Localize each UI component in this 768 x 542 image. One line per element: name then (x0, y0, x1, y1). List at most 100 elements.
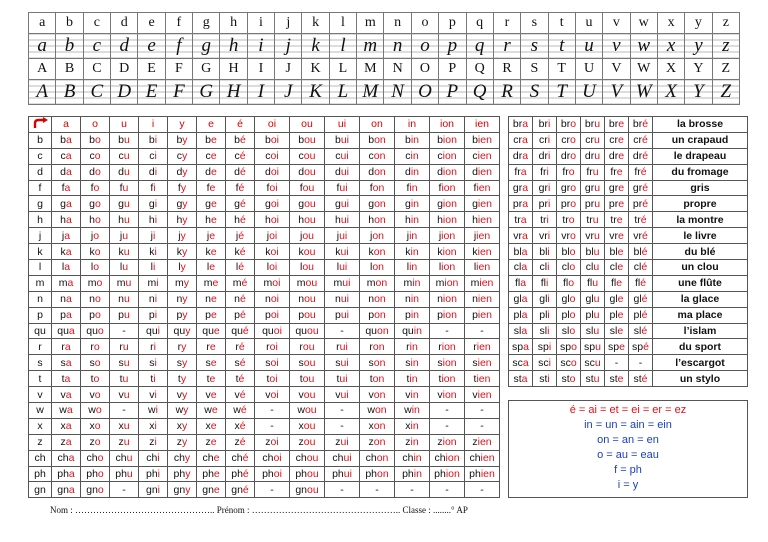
consonant-part: ph (115, 468, 127, 481)
consonant-part: - (445, 404, 449, 417)
syllable: koi (254, 243, 290, 261)
syllable: zon (359, 433, 395, 451)
syllable: - (324, 322, 360, 340)
vowel-part: e (213, 325, 220, 338)
vowel-header: u (109, 116, 139, 133)
vowel-part: é (242, 452, 249, 465)
vowel-part: i (154, 245, 157, 258)
consonant-part: d (334, 166, 341, 179)
consonant-part: f (369, 182, 373, 194)
vowel-part: u (123, 388, 130, 401)
syllable-row: t ta to tu ti ty te té toi tou tui ton tin tion tien (28, 370, 500, 388)
consonant-part: c (298, 150, 304, 163)
vowel-part: u (124, 166, 130, 179)
consonant-part: m (203, 277, 213, 290)
vowel-part: i (154, 436, 157, 449)
vowel-part: y (183, 277, 189, 290)
consonant-part: gl (609, 293, 618, 306)
letter: E (137, 79, 166, 105)
syllable: bion (429, 131, 465, 149)
vowel-part: u (123, 245, 130, 258)
syllable: ly (167, 259, 197, 276)
syllable: quin (394, 322, 430, 340)
syllable: pin (394, 306, 430, 324)
consonant-part: g (298, 197, 305, 210)
syllable: toi (254, 370, 290, 388)
syllable: ry (167, 338, 197, 356)
letter: e (137, 33, 166, 59)
consonant-part: d (60, 166, 66, 179)
consonant-part: gr (512, 182, 523, 194)
consonant-part: pl (633, 309, 642, 322)
consonant-part: c (205, 150, 211, 163)
vowel-part: ion (442, 150, 457, 163)
syllable-row: d da do du di dy de dé doi dou dui don din dion dien (28, 163, 500, 181)
consonant-part: j (119, 229, 123, 242)
syllable: jion (429, 227, 465, 245)
syllable: cion (429, 147, 465, 165)
vowel-part: e (209, 340, 216, 353)
consonant-part: gl (585, 293, 594, 306)
letter: D (110, 58, 139, 80)
consonant-part: g (437, 197, 443, 210)
vowel-part: ion (442, 197, 457, 210)
syllable: lou (289, 259, 325, 276)
consonant-part: ph (202, 468, 214, 481)
consonant-part: v (335, 388, 341, 401)
consonant-part: qu (402, 325, 414, 338)
vowel-part: y (185, 483, 191, 496)
vowel-part: i (547, 325, 550, 338)
vowel-part: in (412, 277, 421, 290)
vowel-part: o (96, 277, 103, 290)
vowel-part: ien (477, 436, 492, 449)
cluster: sle (604, 322, 629, 340)
consonant-part: f (177, 182, 181, 194)
syllable: ro (80, 338, 110, 356)
example-word: la brosse (652, 116, 748, 133)
consonant-part: t (438, 372, 442, 385)
vowel-part: ui (340, 150, 349, 163)
consonant-part: d (368, 166, 375, 179)
consonant-part: bl (585, 245, 594, 258)
vowel-part: in (410, 356, 419, 369)
vowel-part: ui (340, 309, 350, 322)
syllable: bon (359, 131, 395, 149)
vowel-part: o (95, 134, 101, 147)
syllable: phy (167, 465, 197, 483)
consonant: f (28, 179, 52, 197)
syllable: zy (167, 433, 197, 451)
syllable: fy (167, 179, 197, 197)
syllable: xy (167, 417, 197, 435)
syllable: rien (464, 338, 500, 356)
consonant-part: b (118, 134, 124, 147)
vowel-header: oi (254, 116, 290, 133)
vowel-part: on (377, 325, 389, 338)
syllable: - (254, 402, 290, 419)
letter: Y (684, 58, 713, 80)
consonant-part: c (176, 150, 182, 163)
cluster: fri (532, 163, 557, 181)
letter: a (27, 12, 57, 34)
syllable: fin (394, 179, 430, 197)
consonant-part: qu (173, 325, 186, 338)
letter: l (328, 12, 358, 34)
syllable-row: m ma mo mu mi my me mé moi mou mui mon min mion mien (28, 274, 500, 292)
letter: F (164, 58, 194, 80)
vowel-part: a (66, 293, 72, 306)
syllable: sui (324, 354, 360, 372)
consonant-part: r (299, 340, 303, 353)
syllable: - (464, 402, 500, 419)
letter: o (410, 12, 440, 34)
vowel-part: a (520, 213, 527, 226)
syllable: lé (225, 259, 255, 276)
syllable: xi (138, 417, 168, 435)
consonant-part: r (177, 340, 182, 353)
vowel-part: o (97, 325, 104, 338)
consonant: k (28, 243, 52, 261)
letter: c (82, 12, 112, 34)
vowel-part: ou (306, 452, 319, 465)
consonant-part: st (633, 372, 642, 385)
consonant-part: m (263, 277, 273, 290)
consonant-part: fl (540, 277, 546, 290)
vowel-part: o (568, 277, 575, 290)
